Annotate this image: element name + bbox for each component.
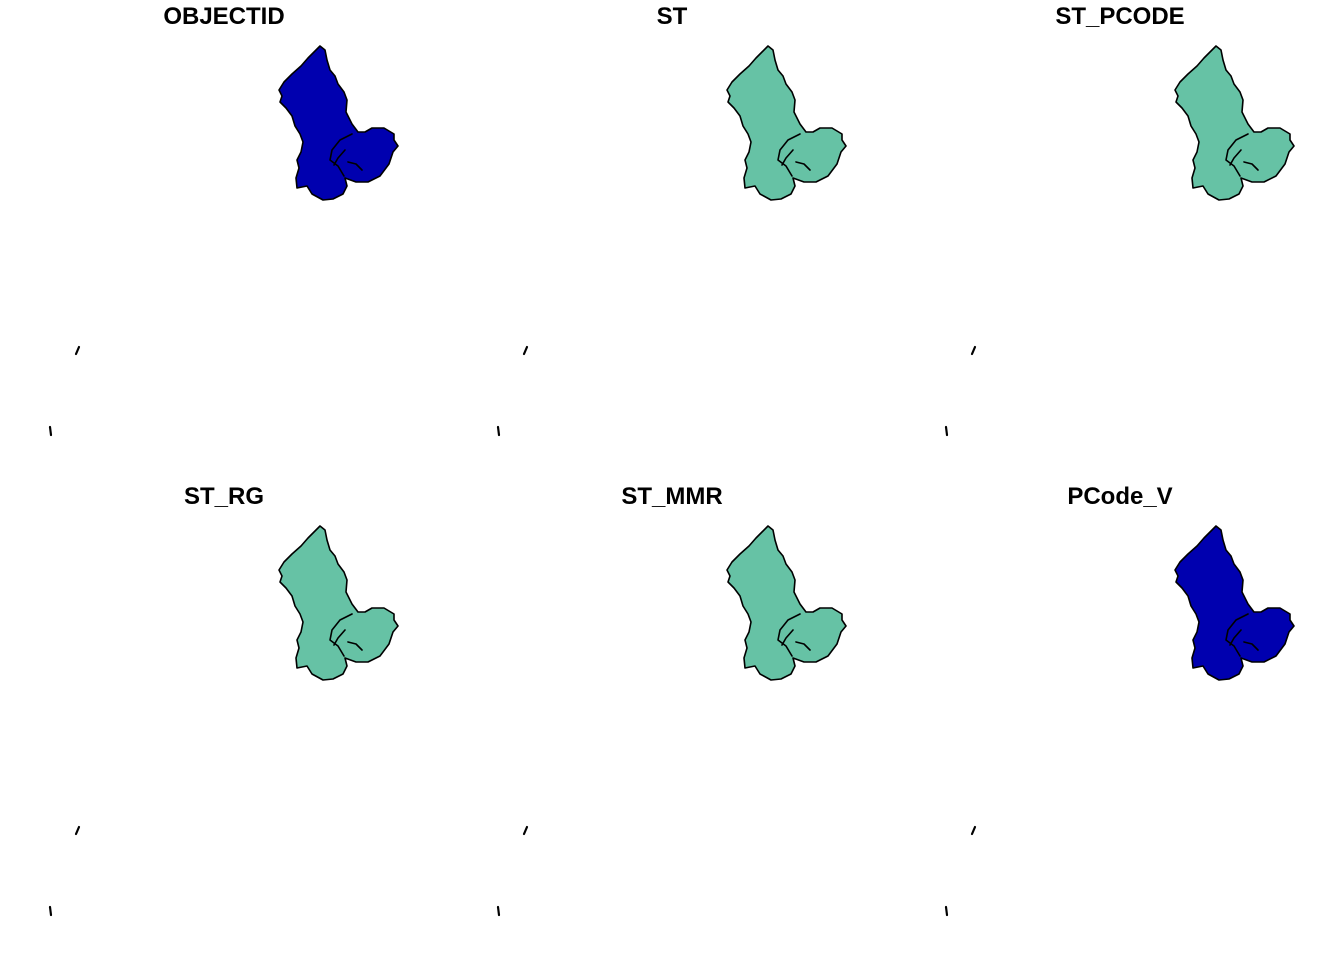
region-map <box>944 525 1295 917</box>
river-line <box>1229 149 1259 171</box>
river-line <box>781 629 811 651</box>
islet-mark <box>496 425 501 437</box>
region-map <box>496 525 847 917</box>
map-panel-st-mmr: ST_MMR <box>448 480 896 960</box>
map-region-polygon <box>278 525 399 681</box>
islet-mark <box>944 425 949 437</box>
region-map <box>944 45 1295 437</box>
panel-title: ST_RG <box>183 483 264 510</box>
river-line <box>333 629 363 651</box>
panel-title: ST_MMR <box>621 483 723 510</box>
islet-mark <box>522 345 529 356</box>
islet-mark <box>970 825 977 836</box>
river-line <box>777 613 801 657</box>
islet-mark <box>48 425 53 437</box>
map-panel-st-pcode: ST_PCODE <box>896 0 1344 480</box>
map-panel-objectid: OBJECTID <box>0 0 448 480</box>
river-line <box>333 149 363 171</box>
river-line <box>1229 629 1259 651</box>
islet-mark <box>74 825 81 836</box>
map-panel-pcode-v: PCode_V <box>896 480 1344 960</box>
map-region-polygon <box>278 45 399 201</box>
map-panel-st: ST <box>448 0 896 480</box>
islet-mark <box>970 345 977 356</box>
panel-title: OBJECTID <box>163 3 285 30</box>
map-panel-st-rg: ST_RG <box>0 480 448 960</box>
islet-mark <box>74 345 81 356</box>
map-region-polygon <box>726 525 847 681</box>
islet-mark <box>496 905 501 917</box>
islet-mark <box>944 905 949 917</box>
region-map <box>48 525 399 917</box>
map-region-polygon <box>726 45 847 201</box>
panel-title: PCode_V <box>1067 483 1173 510</box>
river-line <box>777 133 801 177</box>
river-line <box>1225 613 1249 657</box>
river-line <box>329 613 353 657</box>
islet-mark <box>48 905 53 917</box>
region-map <box>496 45 847 437</box>
islet-mark <box>522 825 529 836</box>
map-region-polygon <box>1174 45 1295 201</box>
panel-title: ST_PCODE <box>1055 3 1185 30</box>
river-line <box>1225 133 1249 177</box>
river-line <box>781 149 811 171</box>
region-map <box>48 45 399 437</box>
map-region-polygon <box>1174 525 1295 681</box>
river-line <box>329 133 353 177</box>
panel-title: ST <box>656 3 688 30</box>
